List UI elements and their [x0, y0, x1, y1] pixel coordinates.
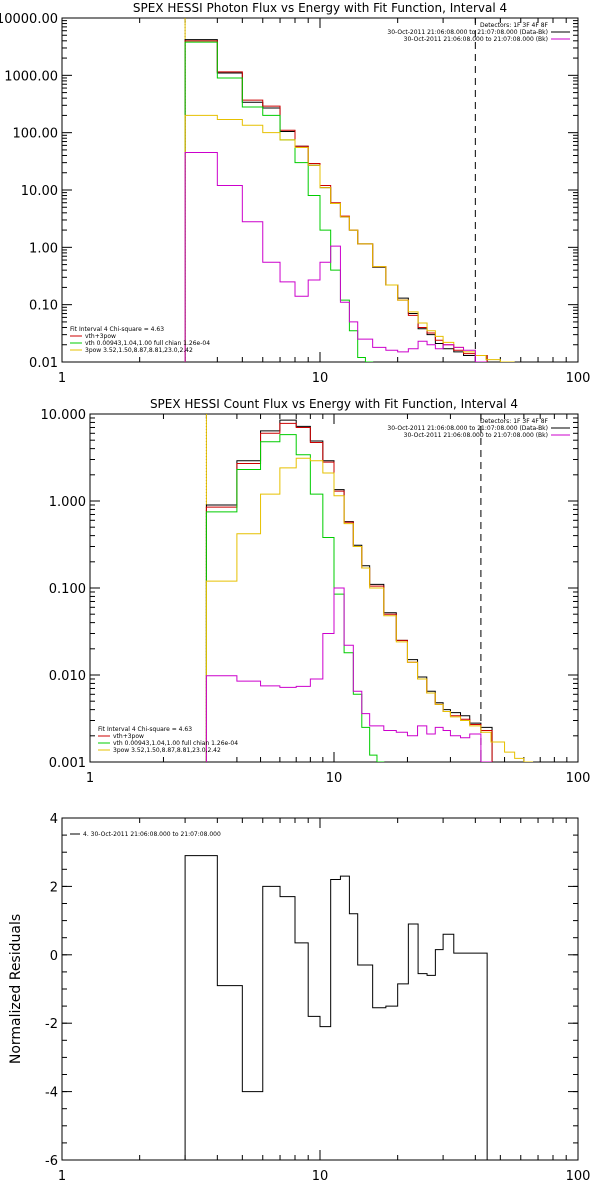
x-tick-label: 10	[312, 371, 329, 386]
x-tick-label: 1	[58, 371, 66, 386]
series-2-step-line	[184, 41, 374, 362]
data-layer	[184, 855, 488, 1160]
legend-top-right-line: Detectors: 1F 3F 4F 8F	[480, 418, 549, 425]
series-1-step-line	[184, 40, 488, 362]
plot-frame	[61, 817, 579, 1161]
legend-top-right-line: Detectors: 1F 3F 4F 8F	[480, 22, 549, 29]
legend-top-right-line: 30-Oct-2011 21:06:08.000 to 21:07:08.000…	[387, 29, 548, 36]
y-tick-label: 0.01	[29, 356, 58, 371]
y-tick-label: 10000.00	[0, 12, 58, 27]
y-tick-label: 1.000	[49, 495, 86, 510]
plot-frame	[61, 17, 579, 363]
y-tick-label: -6	[45, 1154, 58, 1169]
chart-3: 1 10 100 -6 -4 -2 0 2 4 Normalized Residuals 4. 30…	[8, 812, 590, 1184]
series-0-step-line	[184, 39, 488, 362]
y-axis-label: Normalized Residuals	[8, 914, 24, 1064]
data-layer	[184, 39, 515, 362]
y-tick-label: 0.010	[49, 669, 86, 684]
data-layer	[205, 419, 534, 762]
y-tick-label: 100.00	[13, 127, 59, 142]
legend-bottom-left-line: 3pow 3.52,1.50,8.87,8.81,23.0,2.42	[113, 747, 221, 754]
y-tick-label: 10.00	[21, 184, 58, 199]
chart-1: SPEX HESSI Photon Flux vs Energy with Fi…	[0, 1, 590, 386]
x-tick-label: 10	[326, 771, 343, 786]
x-tick-label: 100	[566, 771, 591, 786]
y-tick-label: 2	[50, 880, 58, 895]
chart-title: SPEX HESSI Photon Flux vs Energy with Fi…	[133, 1, 507, 15]
y-tick-label: 1.00	[29, 241, 58, 256]
legend-top-right-line: 30-Oct-2011 21:06:08.000 to 21:07:08.000…	[404, 36, 548, 43]
legend-bottom-left-line: vth+3pow	[113, 733, 144, 740]
legend-top-right-line: 30-Oct-2011 21:06:08.000 to 21:07:08.000…	[404, 432, 548, 439]
x-tick-label: 1	[58, 1169, 66, 1184]
y-tick-label: 1000.00	[4, 69, 58, 84]
chart-2: SPEX HESSI Count Flux vs Energy with Fit…	[41, 397, 591, 786]
legend-bottom-left-line: vth 0.00943,1.04,1.00 full chian 1.26e-0…	[85, 340, 210, 347]
legend-bottom-left-line: 3pow 3.52,1.50,8.87,8.81,23.0,2.42	[85, 347, 193, 354]
y-tick-label: -4	[45, 1086, 58, 1101]
y-tick-label: 4	[50, 812, 58, 827]
y-tick-label: 10.000	[41, 408, 87, 423]
y-tick-label: 0.10	[29, 299, 58, 314]
series-0-step-line	[184, 855, 488, 1160]
x-tick-label: 100	[566, 371, 591, 386]
y-tick-label: -2	[45, 1017, 58, 1032]
series-0-step-line	[205, 419, 493, 762]
series-2-step-line	[205, 434, 385, 762]
x-tick-label: 10	[312, 1169, 329, 1184]
legend-bottom-left-line: Fit Interval 4 Chi-square = 4.63	[70, 326, 164, 333]
y-tick-label: 0.001	[49, 756, 86, 771]
y-tick-label: 0	[50, 949, 58, 964]
y-tick-label: 0.100	[49, 582, 86, 597]
series-3-step-line	[205, 457, 534, 762]
legend-bottom-left-line: Fit Interval 4 Chi-square = 4.63	[98, 726, 192, 733]
chart-title: SPEX HESSI Count Flux vs Energy with Fit…	[150, 397, 518, 411]
x-tick-label: 100	[566, 1169, 591, 1184]
legend-top-left-line: 4. 30-Oct-2011 21:06:08.000 to 21:07:08.…	[83, 831, 221, 838]
series-4-step-line	[184, 152, 488, 362]
series-1-step-line	[205, 422, 493, 762]
legend-bottom-left-line: vth+3pow	[85, 333, 116, 340]
legend-top-right-line: 30-Oct-2011 21:06:08.000 to 21:07:08.000…	[387, 425, 548, 432]
series-4-step-line	[205, 587, 493, 762]
legend-bottom-left-line: vth 0.00943,1.04,1.00 full chian 1.26e-0…	[113, 740, 238, 747]
x-tick-label: 1	[86, 771, 94, 786]
